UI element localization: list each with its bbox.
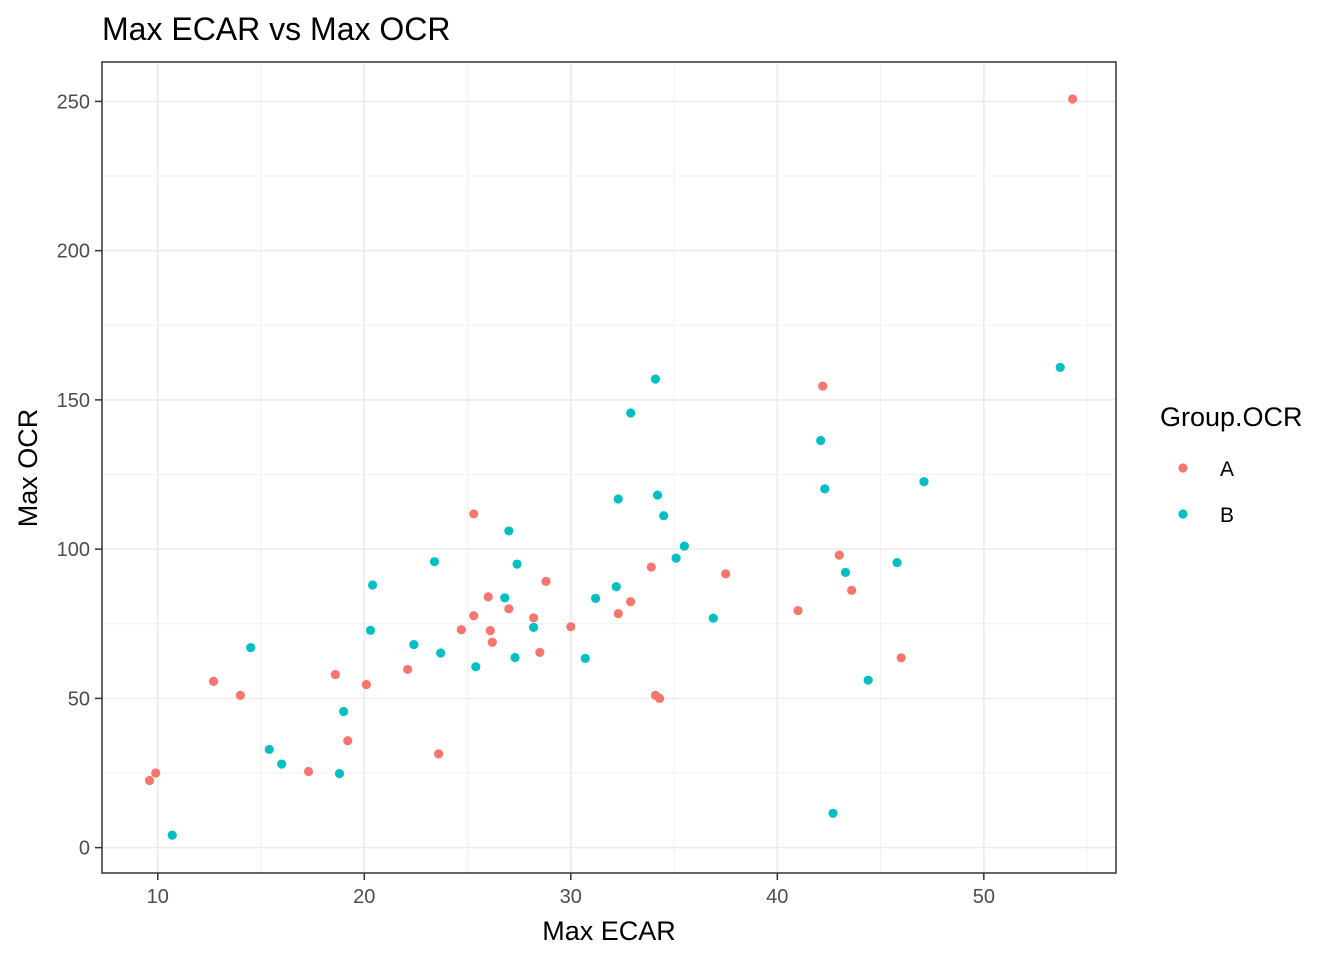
data-point-a bbox=[403, 664, 413, 675]
data-point-b bbox=[679, 541, 689, 551]
data-point-a bbox=[721, 569, 731, 579]
legend-label-a: A bbox=[1220, 458, 1234, 481]
data-point-a bbox=[793, 606, 803, 616]
data-point-a bbox=[330, 669, 340, 680]
data-point-b bbox=[659, 511, 669, 521]
data-point-a bbox=[818, 381, 828, 391]
data-point-a bbox=[566, 622, 576, 632]
data-point-b bbox=[167, 830, 177, 840]
data-point-a bbox=[456, 625, 466, 635]
data-point-b bbox=[504, 526, 514, 536]
data-point-b bbox=[611, 582, 621, 592]
data-point-b bbox=[367, 580, 378, 590]
data-point-a bbox=[535, 647, 545, 658]
data-point-a bbox=[151, 768, 161, 778]
legend-key-b bbox=[1178, 509, 1188, 519]
data-point-b bbox=[892, 557, 902, 568]
data-point-b bbox=[512, 559, 522, 569]
data-point-b bbox=[650, 374, 661, 384]
data-point-a bbox=[361, 680, 371, 690]
data-point-a bbox=[208, 676, 219, 686]
data-point-b bbox=[840, 567, 851, 578]
data-point-a bbox=[483, 592, 493, 602]
data-point-b bbox=[626, 408, 636, 418]
x-tick-label: 20 bbox=[353, 886, 375, 908]
data-point-a bbox=[613, 609, 623, 619]
data-point-b bbox=[246, 643, 256, 653]
data-point-b bbox=[339, 706, 349, 717]
data-points bbox=[144, 94, 1078, 840]
data-point-a bbox=[626, 597, 636, 607]
y-tick-label: 250 bbox=[57, 91, 90, 113]
data-point-b bbox=[816, 435, 826, 446]
data-point-b bbox=[580, 653, 590, 663]
y-tick-label: 150 bbox=[57, 390, 90, 412]
data-point-b bbox=[828, 808, 838, 818]
data-point-b bbox=[590, 593, 601, 603]
data-point-a bbox=[487, 637, 497, 647]
data-point-a bbox=[469, 611, 479, 621]
data-point-a bbox=[529, 613, 539, 623]
data-point-a bbox=[343, 736, 353, 746]
legend-key-a bbox=[1178, 463, 1188, 473]
data-point-b bbox=[613, 494, 623, 504]
data-point-a bbox=[834, 550, 844, 560]
x-tick-label: 30 bbox=[560, 886, 582, 908]
data-point-b bbox=[334, 769, 345, 779]
data-point-b bbox=[471, 662, 481, 672]
panel-border bbox=[101, 61, 1117, 874]
data-point-b bbox=[365, 625, 376, 635]
data-point-b bbox=[863, 675, 873, 685]
data-point-b bbox=[429, 557, 440, 567]
data-point-a bbox=[485, 626, 495, 636]
data-point-a bbox=[646, 562, 656, 572]
y-axis-title: Max OCR bbox=[13, 409, 43, 528]
data-point-a bbox=[847, 585, 857, 595]
axes: 10 20 30 40 50 0 50 100 150 200 250 bbox=[57, 91, 995, 908]
y-tick-label: 100 bbox=[57, 539, 90, 561]
data-point-b bbox=[820, 484, 830, 494]
data-point-b bbox=[500, 593, 510, 603]
data-point-b bbox=[436, 648, 446, 658]
data-point-a bbox=[1068, 94, 1078, 104]
data-point-b bbox=[1055, 362, 1065, 372]
data-point-a bbox=[654, 693, 665, 703]
legend: Group.OCR AB bbox=[1160, 402, 1303, 527]
data-point-b bbox=[708, 613, 718, 623]
x-tick-label: 50 bbox=[973, 886, 995, 908]
x-tick-label: 40 bbox=[766, 886, 788, 908]
data-point-a bbox=[144, 775, 155, 786]
data-point-b bbox=[529, 622, 539, 632]
y-tick-label: 50 bbox=[68, 688, 90, 710]
data-point-a bbox=[504, 604, 514, 614]
data-point-b bbox=[277, 759, 287, 769]
grid-lines bbox=[102, 62, 1116, 873]
data-point-a bbox=[896, 653, 906, 663]
chart-title: Max ECAR vs Max OCR bbox=[102, 11, 450, 47]
data-point-b bbox=[409, 640, 419, 650]
data-point-b bbox=[510, 652, 520, 663]
data-point-a bbox=[469, 509, 479, 519]
y-tick-label: 0 bbox=[79, 838, 90, 860]
data-point-a bbox=[303, 766, 314, 777]
y-tick-label: 200 bbox=[57, 241, 90, 263]
data-point-a bbox=[434, 749, 444, 759]
data-point-a bbox=[541, 576, 551, 586]
legend-title: Group.OCR bbox=[1160, 402, 1303, 432]
data-point-b bbox=[919, 477, 929, 487]
data-point-b bbox=[264, 744, 274, 755]
x-axis-title: Max ECAR bbox=[542, 916, 676, 946]
legend-label-b: B bbox=[1220, 504, 1234, 527]
data-point-b bbox=[652, 490, 663, 500]
x-tick-label: 10 bbox=[147, 886, 169, 908]
data-point-b bbox=[671, 553, 681, 563]
data-point-a bbox=[235, 690, 245, 700]
